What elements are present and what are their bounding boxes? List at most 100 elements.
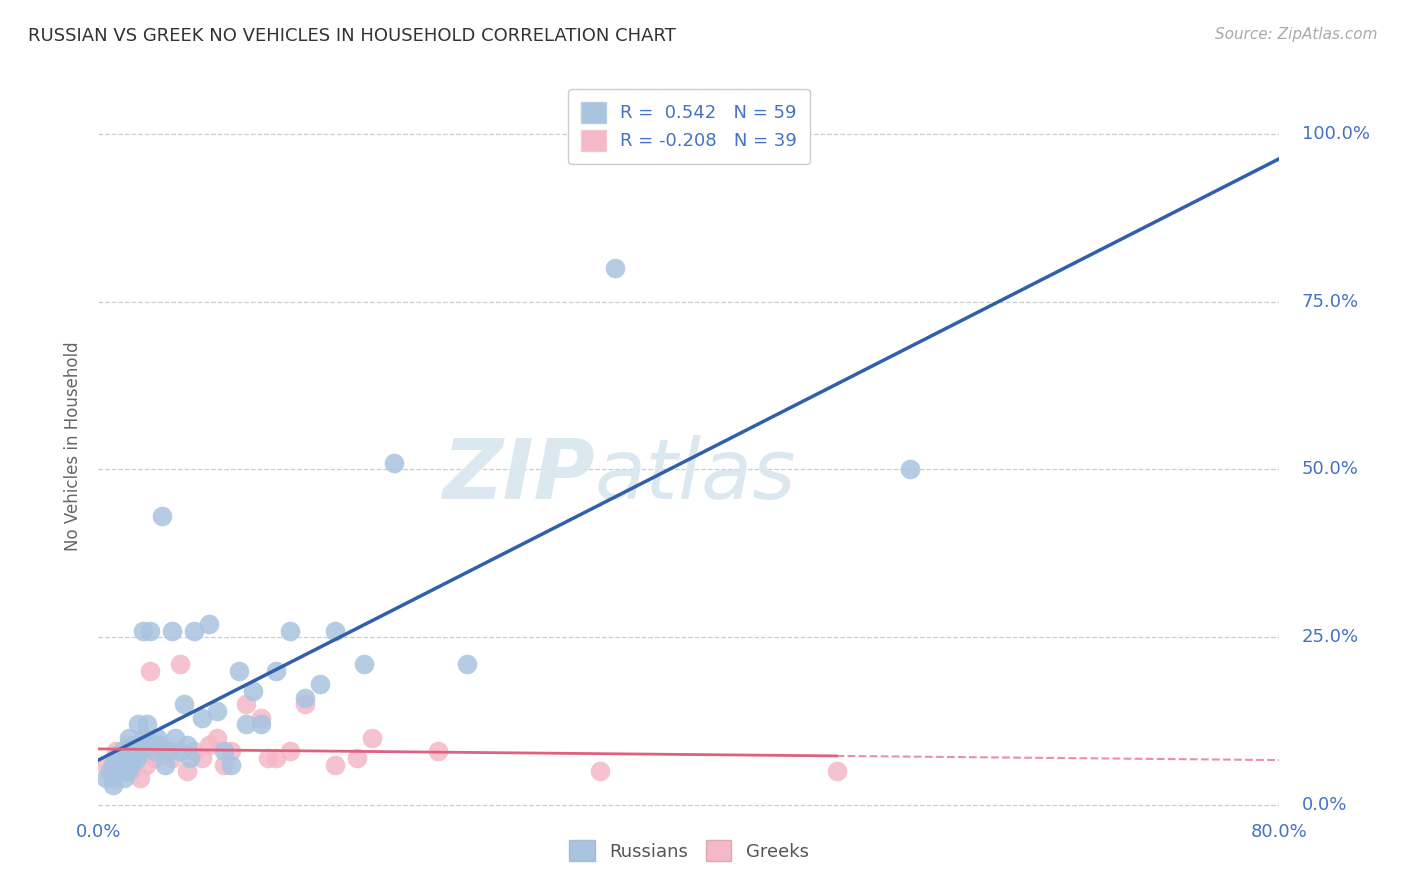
Point [235,717,257,731]
Point [150,509,173,524]
Point [278,624,302,638]
Point [183,744,205,758]
Point [112,771,135,785]
Text: atlas: atlas [595,434,796,516]
Point [98,764,121,779]
Point [103,757,125,772]
Text: 25.0%: 25.0% [1302,628,1358,646]
Point [132,624,155,638]
Point [205,731,228,745]
Point [250,711,273,725]
Text: RUSSIAN VS GREEK NO VEHICLES IN HOUSEHOLD CORRELATION CHART: RUSSIAN VS GREEK NO VEHICLES IN HOUSEHOL… [28,27,676,45]
Point [205,704,228,718]
Point [103,771,125,785]
Point [108,757,131,772]
Point [125,751,148,765]
Point [250,717,273,731]
Point [103,778,125,792]
Y-axis label: No Vehicles in Household: No Vehicles in Household [65,341,83,551]
Point [118,731,141,745]
Point [169,744,191,758]
Point [111,744,134,758]
Point [278,744,302,758]
Point [323,757,346,772]
Point [105,744,128,758]
Point [136,717,159,731]
Point [228,664,250,678]
Text: 75.0%: 75.0% [1302,293,1358,310]
Point [157,744,180,758]
Point [153,744,176,758]
Point [120,764,142,779]
Point [128,744,150,758]
Point [179,751,201,765]
Point [191,711,214,725]
Text: 0.0%: 0.0% [1302,796,1347,814]
Point [382,456,405,470]
Point [117,764,139,779]
Point [294,698,316,712]
Point [264,664,287,678]
Point [176,738,198,752]
Point [146,731,169,745]
Point [121,751,143,765]
Legend: Russians, Greeks: Russians, Greeks [562,833,815,869]
Point [110,757,132,772]
Point [173,698,195,712]
Point [143,744,166,758]
Point [169,657,191,671]
Point [825,764,848,779]
Point [134,738,156,752]
Point [264,751,287,765]
Point [353,657,375,671]
Point [149,738,172,752]
Point [120,757,142,772]
Point [198,616,221,631]
Point [135,731,157,745]
Point [162,751,183,765]
Point [125,751,148,765]
Point [165,731,187,745]
Point [589,764,612,779]
Point [257,751,280,765]
Point [153,757,176,772]
Point [900,462,922,476]
Point [105,751,128,765]
Point [94,771,117,785]
Point [107,764,129,779]
Point [323,624,346,638]
Point [212,757,235,772]
Point [122,757,145,772]
Point [94,757,117,772]
Point [146,738,169,752]
Point [294,690,316,705]
Point [117,738,139,752]
Point [212,744,235,758]
Point [309,677,332,691]
Point [128,771,150,785]
Point [456,657,478,671]
Point [198,738,221,752]
Point [191,751,214,765]
Point [605,261,627,276]
Point [98,764,121,779]
Text: Source: ZipAtlas.com: Source: ZipAtlas.com [1215,27,1378,42]
Point [242,684,264,698]
Point [219,757,242,772]
Text: ZIP: ZIP [441,434,595,516]
Point [114,764,136,779]
Point [360,731,382,745]
Point [162,624,183,638]
Point [127,717,149,731]
Point [111,751,134,765]
Point [183,624,205,638]
Point [124,744,146,758]
Point [115,751,138,765]
Point [346,751,368,765]
Point [176,764,198,779]
Text: 100.0%: 100.0% [1302,125,1369,143]
Text: 50.0%: 50.0% [1302,460,1358,478]
Point [139,664,162,678]
Point [427,744,450,758]
Point [139,624,162,638]
